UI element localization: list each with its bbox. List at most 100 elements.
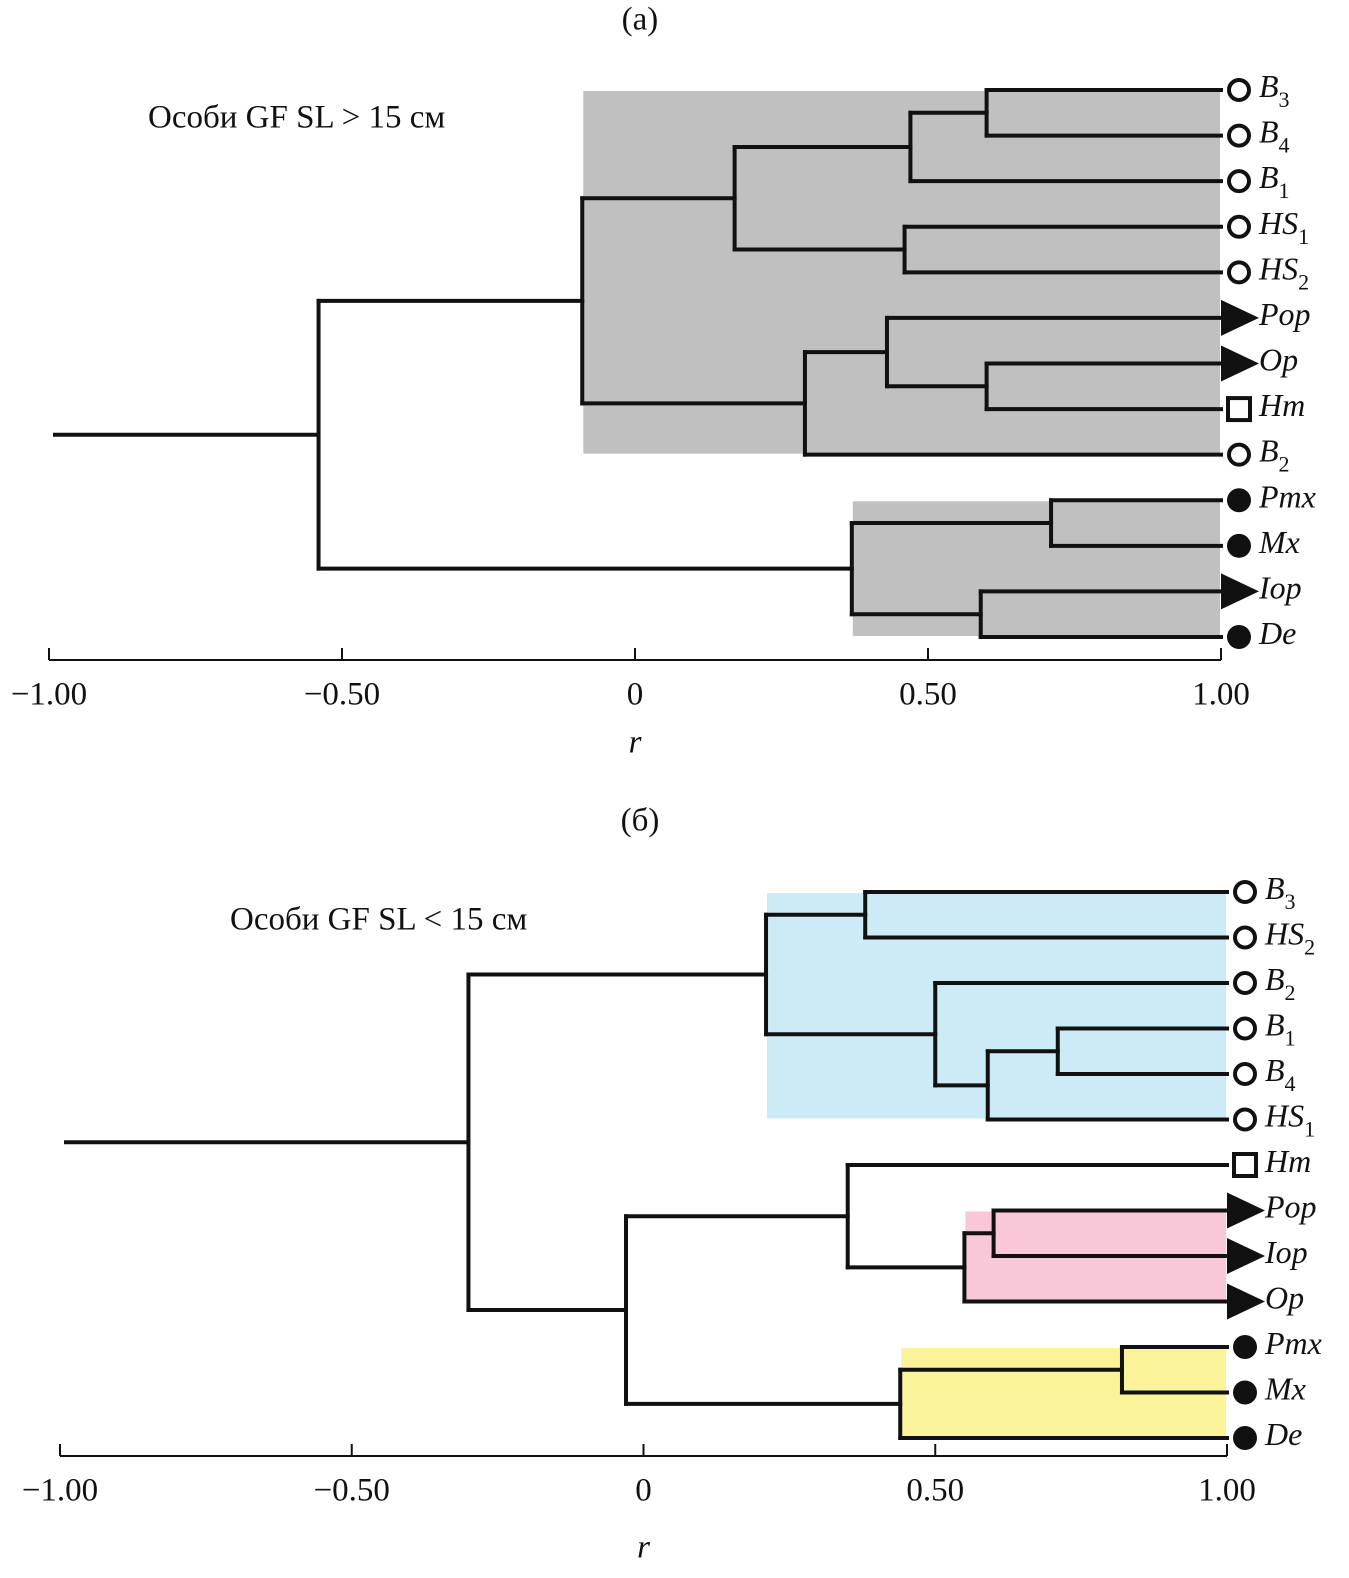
leaf-marker [1233,1426,1257,1450]
leaf-label: B3 [1265,870,1296,914]
leaf-name: Pmx [1258,479,1316,515]
leaf-name: Mx [1264,1371,1306,1407]
leaf-subscript: 1 [1279,178,1290,203]
leaf-marker [1227,260,1251,285]
leaf-name: Iop [1258,570,1302,606]
leaf-label: De [1258,615,1296,651]
leaf-subscript: 1 [1298,224,1309,249]
leaf-marker [1233,971,1257,995]
leaf-name: HS [1264,1098,1304,1134]
leaf-marker [1227,1283,1265,1320]
leaf-marker [1226,396,1252,423]
leaf-marker [1227,169,1251,194]
leaf-marker [1227,123,1251,148]
leaf-marker [1233,880,1257,904]
leaf-label: B2 [1265,961,1296,1005]
leaf-label: Iop [1258,570,1302,606]
leaf-name: HS [1264,916,1304,952]
x-tick-label: 0.50 [906,1473,964,1509]
leaf-subscript: 4 [1279,133,1290,158]
leaf-name: B [1259,160,1279,196]
leaf-marker [1233,1062,1257,1086]
leaf-name: Pop [1264,1189,1317,1225]
branches [64,890,1229,1440]
leaf-marker [1227,1192,1265,1229]
panel-label: (б) [621,803,660,839]
leaf-label: B1 [1265,1007,1296,1051]
x-axis-label: r [637,1530,650,1566]
leaf-name: Iop [1264,1234,1308,1270]
leaf-label: Mx [1258,524,1300,560]
leaf-subscript: 1 [1304,1117,1315,1142]
leaf-label: HS2 [1264,916,1315,960]
leaf-marker [1227,533,1251,558]
branches [53,88,1223,639]
x-tick-label: −1.00 [22,1473,98,1509]
leaf-subscript: 2 [1304,935,1315,960]
leaf-marker [1233,1107,1257,1132]
leaf-subscript: 3 [1285,889,1296,914]
leaf-name: Op [1265,1280,1304,1316]
x-tick-label: 0 [635,1473,652,1509]
x-tick-label: 0.50 [899,677,957,713]
leaf-marker [1227,214,1251,239]
leaf-name: De [1258,615,1296,651]
x-tick-label: −1.00 [11,677,87,713]
leaf-label: B4 [1265,1052,1296,1096]
leaf-marker [1221,299,1259,336]
leaf-label: B2 [1259,433,1290,477]
leaf-label: B1 [1259,160,1290,204]
leaf-marker [1227,488,1251,513]
leaf-subscript: 2 [1279,452,1290,477]
leaf-label: Hm [1258,387,1305,423]
leaf-label: HS1 [1258,205,1309,249]
leaf-marker [1221,573,1259,610]
leaf-name: De [1264,1416,1302,1452]
leaf-name: HS [1258,205,1298,241]
x-tick-label: −0.50 [314,1473,390,1509]
leaf-marker [1233,925,1257,950]
leaf-name: B [1259,433,1279,469]
leaf-marker [1233,1380,1257,1405]
leaf-name: B [1265,870,1285,906]
leaf-marker [1233,1016,1257,1041]
leaf-name: B [1259,68,1279,104]
leaf-label: HS1 [1264,1098,1315,1142]
leaf-name: Hm [1264,1143,1311,1179]
x-axis-label: r [629,725,642,761]
x-tick-label: 1.00 [1198,1473,1256,1509]
leaf-label: De [1264,1416,1302,1452]
leaf-label: Op [1259,342,1298,378]
chart-title: Особи GF SL > 15 см [148,100,445,136]
leaf-label: B4 [1259,114,1290,158]
leaf-marker [1227,625,1251,649]
leaf-label: Hm [1264,1143,1311,1179]
leaf-name: B [1259,114,1279,150]
x-tick-label: 0 [627,677,644,713]
x-tick-label: 1.00 [1192,677,1250,713]
leaf-marker [1227,1238,1265,1274]
cluster-fill [850,499,1222,638]
leaf-name: HS [1258,251,1298,287]
leaf-label: HS2 [1258,251,1309,295]
cluster-fill [765,891,1228,1121]
cluster-fills [765,891,1228,1439]
leaf-name: Pop [1258,296,1311,332]
leaf-label: Pop [1258,296,1311,332]
chart-title: Особи GF SL < 15 см [230,902,527,938]
leaf-label: Pmx [1258,479,1316,515]
leaf-label: Mx [1264,1371,1306,1407]
leaf-label: Iop [1264,1234,1308,1270]
leaf-label: Pmx [1264,1325,1322,1361]
panel-label: (а) [622,2,659,38]
leaf-marker [1232,1152,1258,1178]
leaf-label: Pop [1264,1189,1317,1225]
leaf-subscript: 3 [1279,87,1290,112]
leaf-marker [1233,1335,1257,1359]
leaf-name: B [1265,961,1285,997]
leaf-marker [1227,442,1251,467]
leaf-name: Pmx [1264,1325,1322,1361]
